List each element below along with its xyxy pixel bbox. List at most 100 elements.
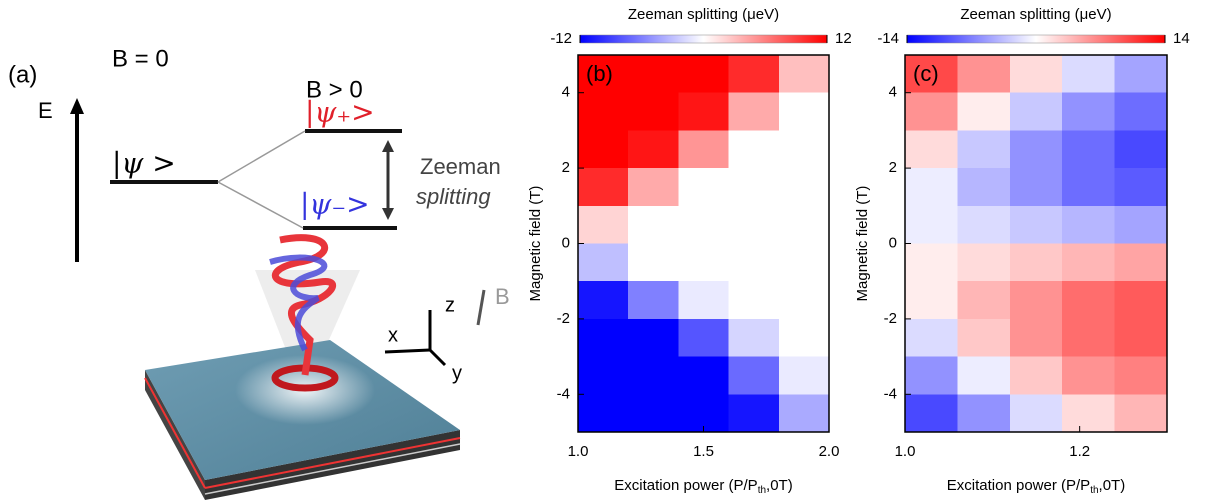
colorbar-title: Zeeman splitting (μeV) (960, 6, 1111, 23)
cell (578, 243, 629, 282)
cell (1062, 281, 1116, 320)
cell (1062, 243, 1116, 282)
arrowhead (70, 98, 84, 114)
cell (1062, 394, 1116, 433)
heatmap (905, 55, 1168, 433)
cell (728, 205, 780, 245)
cell (728, 130, 780, 169)
cell (778, 281, 830, 320)
cell (1114, 55, 1168, 94)
field-arrow (476, 289, 486, 326)
x-tick-label: 1.0 (895, 443, 916, 460)
cell (678, 130, 730, 169)
cell (1114, 130, 1168, 169)
x-axis-label-part: ,0T) (1099, 477, 1126, 494)
cell (578, 55, 629, 94)
colorbar-tick-label: 14 (1173, 30, 1190, 47)
cell (1114, 394, 1168, 433)
y-axis-label: Magnetic field (T) (854, 186, 871, 302)
axis-y (428, 348, 447, 367)
cell (1062, 318, 1116, 358)
diagram: (a) B = 0 B > 0 E |ψ > |ψ₊> |ψ₋> Zeeman … (8, 45, 510, 500)
cell (678, 205, 730, 245)
y-tick-label: 0 (562, 234, 570, 251)
cell (957, 130, 1011, 169)
x-axis-label-part: Excitation power (P/P (614, 477, 757, 494)
cell (578, 394, 629, 433)
cell (905, 243, 958, 282)
cell (778, 130, 830, 169)
cell (628, 168, 679, 207)
y-tick-label: -2 (884, 310, 897, 327)
cell (678, 168, 730, 207)
colorbar-tick-label: -12 (550, 30, 572, 47)
colorbar (906, 34, 1166, 44)
y-tick-label: -4 (884, 385, 897, 402)
cell (778, 394, 830, 433)
beam (255, 270, 360, 360)
cell (728, 281, 780, 320)
cell (728, 168, 780, 207)
cell (578, 205, 629, 245)
x-tick-label: 1.0 (568, 443, 589, 460)
y-tick-label: -4 (557, 385, 570, 402)
x-axis-label-part: th (758, 485, 766, 496)
panel-label: (c) (913, 61, 939, 86)
arrowhead (382, 140, 394, 152)
helix (269, 254, 328, 352)
cell (1062, 55, 1116, 94)
label: B = 0 (112, 45, 169, 72)
connector (217, 181, 304, 229)
cell (957, 243, 1011, 282)
colorbar-tick-label: -14 (877, 30, 899, 47)
layer (204, 443, 461, 495)
arrowhead (382, 208, 394, 220)
cell (1114, 243, 1168, 282)
x-axis-label: Excitation power (P/Pth,0T) (947, 477, 1125, 496)
state: |ψ > (112, 147, 176, 180)
cell (1009, 394, 1063, 433)
cell (1114, 356, 1168, 395)
cell (728, 356, 780, 395)
cell (905, 55, 958, 94)
state: |ψ₊> (305, 96, 375, 129)
x-tick-label: 1.2 (1069, 443, 1090, 460)
state: |ψ₋> (300, 188, 370, 221)
y-tick-label: 2 (889, 159, 897, 176)
cell (778, 55, 830, 94)
cell (628, 318, 679, 358)
cell (957, 281, 1011, 320)
cell (1009, 243, 1063, 282)
cell (1062, 130, 1116, 169)
y-tick-label: -2 (557, 310, 570, 327)
cell (1009, 55, 1063, 94)
cell (678, 356, 730, 395)
cell (578, 168, 629, 207)
cell (1062, 92, 1116, 131)
cell (1009, 356, 1063, 395)
label: B (495, 284, 510, 309)
cell (1114, 318, 1168, 358)
heatmap (578, 55, 830, 433)
cell (678, 281, 730, 320)
cell (728, 318, 780, 358)
cell (1009, 205, 1063, 245)
cell (778, 243, 830, 282)
colorbar-tick-label: 12 (835, 30, 852, 47)
cell (628, 92, 679, 131)
cell (628, 394, 679, 433)
cell (1062, 205, 1116, 245)
y-axis-label: Magnetic field (T) (527, 186, 544, 302)
cell (578, 92, 629, 131)
cell (778, 205, 830, 245)
cell (778, 318, 830, 358)
label: splitting (416, 184, 491, 209)
cell (957, 356, 1011, 395)
y-tick-label: 4 (562, 84, 570, 101)
label: x (388, 324, 398, 346)
connector (217, 130, 306, 183)
cell (905, 92, 958, 131)
cell (578, 130, 629, 169)
colorbar (579, 34, 828, 44)
